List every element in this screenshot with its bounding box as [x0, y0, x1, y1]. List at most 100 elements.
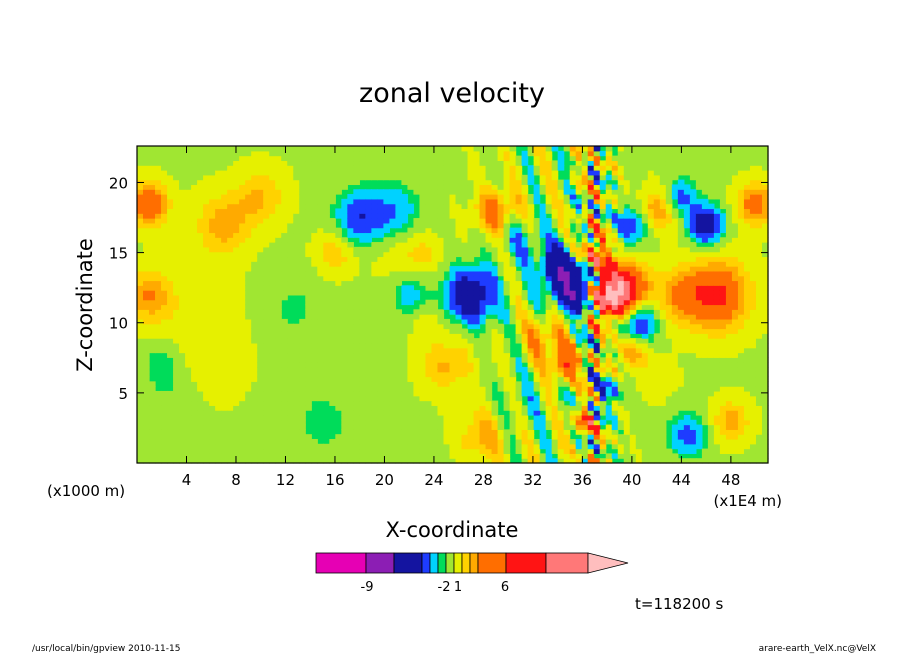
contour-cell [239, 386, 246, 392]
contour-cell [377, 366, 384, 373]
contour-cell [197, 242, 204, 248]
contour-cell [383, 333, 390, 339]
contour-cell [173, 414, 180, 421]
contour-cell [557, 448, 565, 454]
contour-cell [527, 150, 535, 157]
contour-cell [287, 414, 294, 421]
contour-cell [221, 333, 228, 339]
contour-cell [443, 213, 451, 219]
contour-cell [209, 323, 216, 330]
contour-cell [431, 256, 439, 262]
contour-cell [443, 304, 451, 310]
contour-cell [533, 227, 541, 234]
contour-cell [581, 227, 589, 234]
contour-cell [605, 242, 613, 248]
contour-cell [137, 294, 144, 301]
contour-cell [341, 371, 348, 378]
contour-cell [227, 347, 234, 354]
contour-cell [419, 342, 427, 349]
contour-cell [335, 371, 342, 378]
contour-cell [215, 366, 222, 373]
contour-cell [569, 242, 577, 248]
contour-cell [143, 266, 150, 272]
contour-cell [203, 419, 210, 426]
contour-cell [179, 266, 186, 272]
contour-cell [191, 414, 198, 421]
contour-cell [545, 314, 553, 320]
contour-cell [545, 352, 553, 358]
contour-cell [161, 318, 168, 325]
contour-cell [155, 395, 162, 402]
contour-cell [419, 429, 427, 435]
contour-cell [167, 246, 174, 253]
contour-cell [485, 395, 493, 402]
contour-cell [527, 285, 535, 291]
contour-cell [533, 342, 541, 349]
contour-cell [347, 434, 354, 440]
contour-cell [179, 294, 186, 301]
contour-cell [185, 299, 192, 306]
contour-cell [413, 266, 421, 272]
contour-cell [287, 371, 294, 378]
contour-cell [245, 314, 252, 320]
contour-cell [467, 174, 475, 181]
contour-cell [257, 246, 264, 253]
contour-cell [185, 458, 192, 464]
contour-cell [329, 366, 336, 373]
contour-cell [533, 424, 541, 430]
contour-cell [137, 366, 144, 373]
contour-cell [359, 189, 366, 195]
contour-cell [467, 448, 475, 454]
contour-cell [461, 285, 469, 291]
contour-cell [569, 246, 577, 253]
contour-cell [365, 266, 372, 272]
contour-cell [275, 352, 282, 358]
contour-cell [191, 203, 198, 210]
contour-cell [455, 357, 463, 363]
contour-cell [593, 203, 601, 210]
contour-cell [329, 318, 336, 325]
contour-cell [401, 395, 409, 402]
contour-cell [389, 290, 397, 296]
contour-cell [155, 232, 162, 238]
contour-cell [239, 179, 246, 186]
contour-cell [521, 458, 529, 464]
contour-cell [371, 222, 378, 229]
contour-cell [389, 419, 397, 426]
contour-cell [389, 429, 397, 435]
contour-cell [245, 222, 252, 229]
contour-cell [581, 208, 589, 214]
contour-cell [197, 150, 204, 157]
contour-cell [197, 419, 204, 426]
contour-cell [335, 314, 342, 320]
contour-cell [497, 453, 505, 459]
contour-cell [137, 251, 144, 258]
contour-cell [581, 203, 589, 210]
contour-cell [527, 218, 535, 224]
contour-cell [527, 352, 535, 358]
contour-cell [383, 400, 390, 406]
contour-cell [185, 309, 192, 315]
contour-cell [269, 290, 276, 296]
contour-cell [479, 232, 487, 238]
contour-cell [287, 366, 294, 373]
contour-cell [323, 198, 330, 205]
contour-cell [143, 328, 150, 334]
contour-cell [149, 184, 156, 190]
contour-cell [353, 386, 360, 392]
contour-cell [395, 362, 403, 368]
contour-cell [347, 304, 354, 310]
contour-cell [299, 448, 306, 454]
contour-cell [173, 405, 180, 411]
contour-cell [575, 376, 583, 382]
contour-cell [251, 198, 258, 205]
contour-cell [521, 150, 529, 157]
contour-cell [353, 198, 360, 205]
contour-cell [491, 189, 499, 195]
contour-cell [317, 376, 324, 382]
contour-cell [431, 366, 439, 373]
contour-cell [167, 352, 174, 358]
contour-cell [161, 410, 168, 416]
contour-cell [545, 342, 553, 349]
contour-cell [179, 194, 186, 200]
